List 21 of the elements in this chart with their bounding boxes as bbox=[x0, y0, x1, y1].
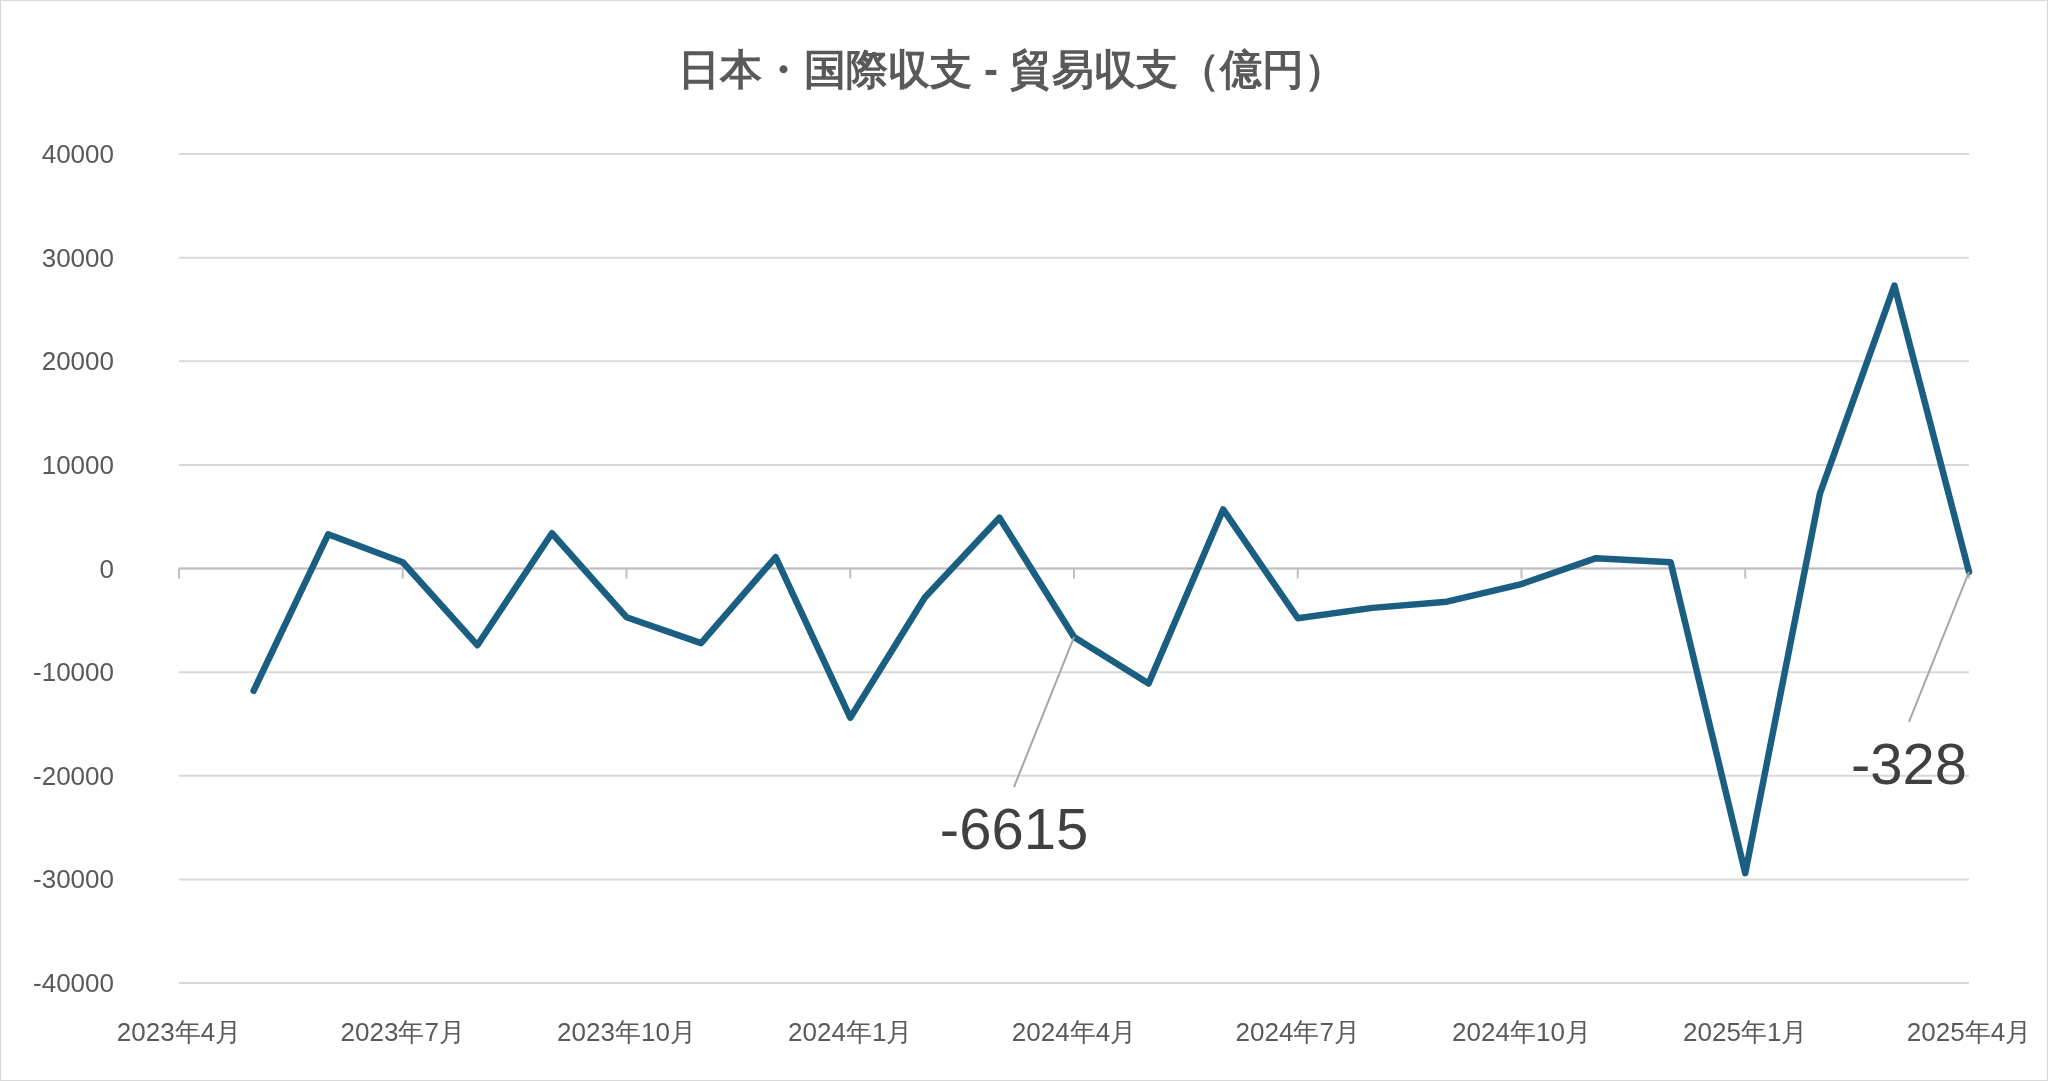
x-tick-label: 2024年1月 bbox=[788, 1017, 913, 1047]
chart-title: 日本・国際収支 - 貿易収支（億円） bbox=[678, 46, 1346, 93]
x-tick-label: 2024年7月 bbox=[1235, 1017, 1360, 1047]
data-label: -6615 bbox=[939, 796, 1089, 862]
y-tick-label: 40000 bbox=[41, 139, 114, 169]
y-tick-label: 10000 bbox=[41, 449, 114, 480]
data-label: -328 bbox=[1850, 730, 1968, 796]
y-tick-label: 0 bbox=[99, 553, 114, 584]
x-tick-label: 2024年4月 bbox=[1011, 1017, 1137, 1047]
x-tick-label: 2023年10月 bbox=[557, 1017, 696, 1047]
x-tick-label: 2023年7月 bbox=[340, 1017, 465, 1047]
y-tick-label: 30000 bbox=[41, 242, 114, 273]
y-tick-label: -30000 bbox=[33, 864, 114, 895]
y-tick-label: 20000 bbox=[41, 346, 114, 377]
y-tick-label: -10000 bbox=[33, 657, 114, 688]
y-tick-label: -20000 bbox=[33, 760, 114, 791]
x-tick-label: 2025年4月 bbox=[1906, 1017, 2032, 1047]
y-tick-label: -40000 bbox=[33, 968, 114, 998]
x-tick-label: 2024年10月 bbox=[1452, 1017, 1591, 1047]
x-tick-label: 2025年1月 bbox=[1683, 1017, 1808, 1047]
x-tick-label: 2023年4月 bbox=[116, 1017, 242, 1047]
